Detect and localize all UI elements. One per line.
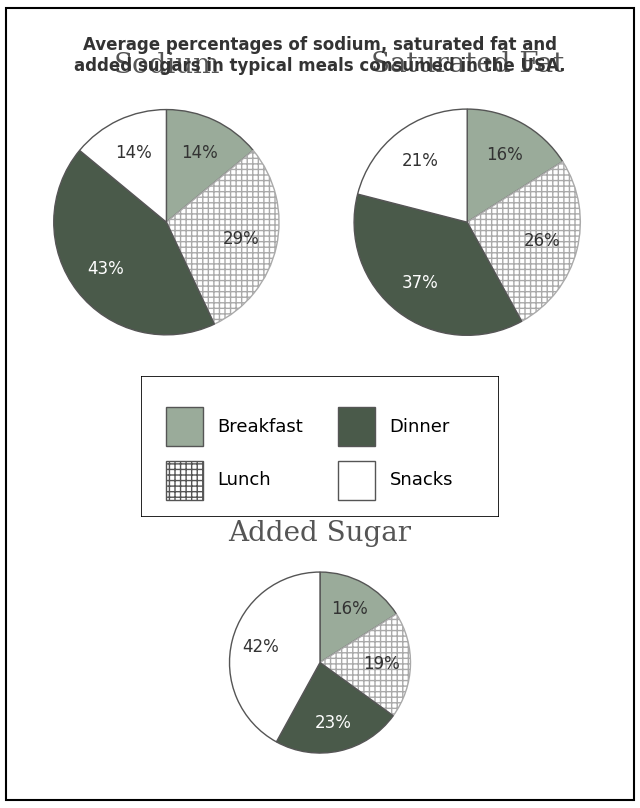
Wedge shape (358, 109, 467, 222)
Wedge shape (79, 110, 166, 222)
Text: Average percentages of sodium, saturated fat and
added sugars in typical meals c: Average percentages of sodium, saturated… (74, 36, 566, 75)
Bar (338, 461, 375, 500)
Text: Breakfast: Breakfast (218, 418, 303, 436)
Text: Lunch: Lunch (218, 471, 271, 490)
Wedge shape (467, 162, 580, 322)
Title: Sodium: Sodium (113, 52, 220, 79)
Bar (166, 461, 203, 500)
Text: Dinner: Dinner (390, 418, 450, 436)
Wedge shape (54, 150, 214, 335)
Text: 14%: 14% (180, 144, 218, 162)
Text: 42%: 42% (242, 638, 279, 656)
Wedge shape (467, 109, 563, 222)
Text: 26%: 26% (524, 233, 560, 250)
Bar (338, 407, 375, 447)
Wedge shape (166, 150, 279, 324)
Text: 16%: 16% (332, 600, 368, 617)
Text: 21%: 21% (402, 153, 438, 170)
Text: 37%: 37% (402, 274, 438, 292)
Text: Snacks: Snacks (390, 471, 453, 490)
Text: 43%: 43% (88, 260, 124, 278)
Text: 29%: 29% (223, 230, 260, 248)
Text: 14%: 14% (115, 144, 152, 162)
Wedge shape (166, 110, 253, 222)
Title: Saturated Fat: Saturated Fat (371, 52, 564, 78)
Wedge shape (320, 572, 396, 663)
Wedge shape (320, 614, 410, 716)
Title: Added Sugar: Added Sugar (228, 520, 412, 547)
Bar (166, 407, 203, 447)
Wedge shape (230, 572, 320, 742)
Wedge shape (354, 194, 522, 335)
Wedge shape (276, 663, 393, 753)
Text: 19%: 19% (363, 655, 400, 674)
Text: 23%: 23% (315, 713, 352, 731)
Text: 16%: 16% (486, 145, 523, 164)
